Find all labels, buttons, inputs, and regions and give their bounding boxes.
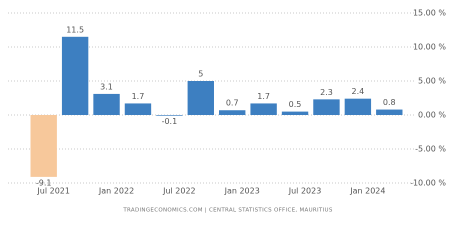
y-tick-label: 5.00 % (418, 77, 446, 86)
value-label: 0.8 (383, 98, 396, 107)
source-note: TRADINGECONOMICS.COM | CENTRAL STATISTIC… (122, 208, 332, 214)
value-label: 1.7 (257, 92, 270, 101)
y-tick-label: -10.00 % (410, 179, 446, 188)
bar (313, 99, 340, 115)
bar (281, 111, 309, 115)
x-tick-label: Jul 2021 (36, 187, 70, 196)
bar (61, 36, 89, 115)
x-tick-label: Jul 2022 (162, 187, 196, 196)
x-tick-label: Jan 2022 (98, 187, 134, 196)
bar (376, 109, 403, 115)
x-tick-label: Jul 2023 (288, 187, 322, 196)
value-label: 2.3 (320, 88, 333, 97)
x-tick-label: Jan 2024 (349, 187, 385, 196)
y-tick-label: 0.00 % (418, 111, 446, 120)
value-label: -9.1 (36, 178, 52, 187)
value-label: 2.4 (352, 87, 365, 96)
bar (156, 115, 183, 116)
bar (124, 103, 152, 115)
y-tick-label: -5.00 % (415, 145, 446, 154)
bar (187, 81, 214, 115)
value-label: 0.7 (226, 99, 239, 108)
value-label: -0.1 (162, 117, 178, 126)
bar (30, 115, 57, 177)
bar (93, 93, 120, 115)
value-label: 5 (198, 70, 203, 79)
y-tick-label: 15.00 % (413, 9, 446, 18)
value-label: 11.5 (66, 25, 84, 34)
bar (344, 98, 372, 115)
value-label: 1.7 (132, 92, 145, 101)
value-label: 3.1 (100, 82, 113, 91)
chart: TRADINGECONOMICS.COM | CENTRAL STATISTIC… (8, 9, 446, 214)
bar (219, 110, 246, 115)
x-tick-label: Jan 2023 (224, 187, 260, 196)
y-tick-label: 10.00 % (413, 43, 446, 52)
value-label: 0.5 (289, 100, 302, 109)
bar (250, 103, 277, 115)
